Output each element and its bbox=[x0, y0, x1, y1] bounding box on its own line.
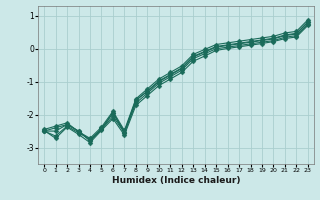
X-axis label: Humidex (Indice chaleur): Humidex (Indice chaleur) bbox=[112, 176, 240, 185]
